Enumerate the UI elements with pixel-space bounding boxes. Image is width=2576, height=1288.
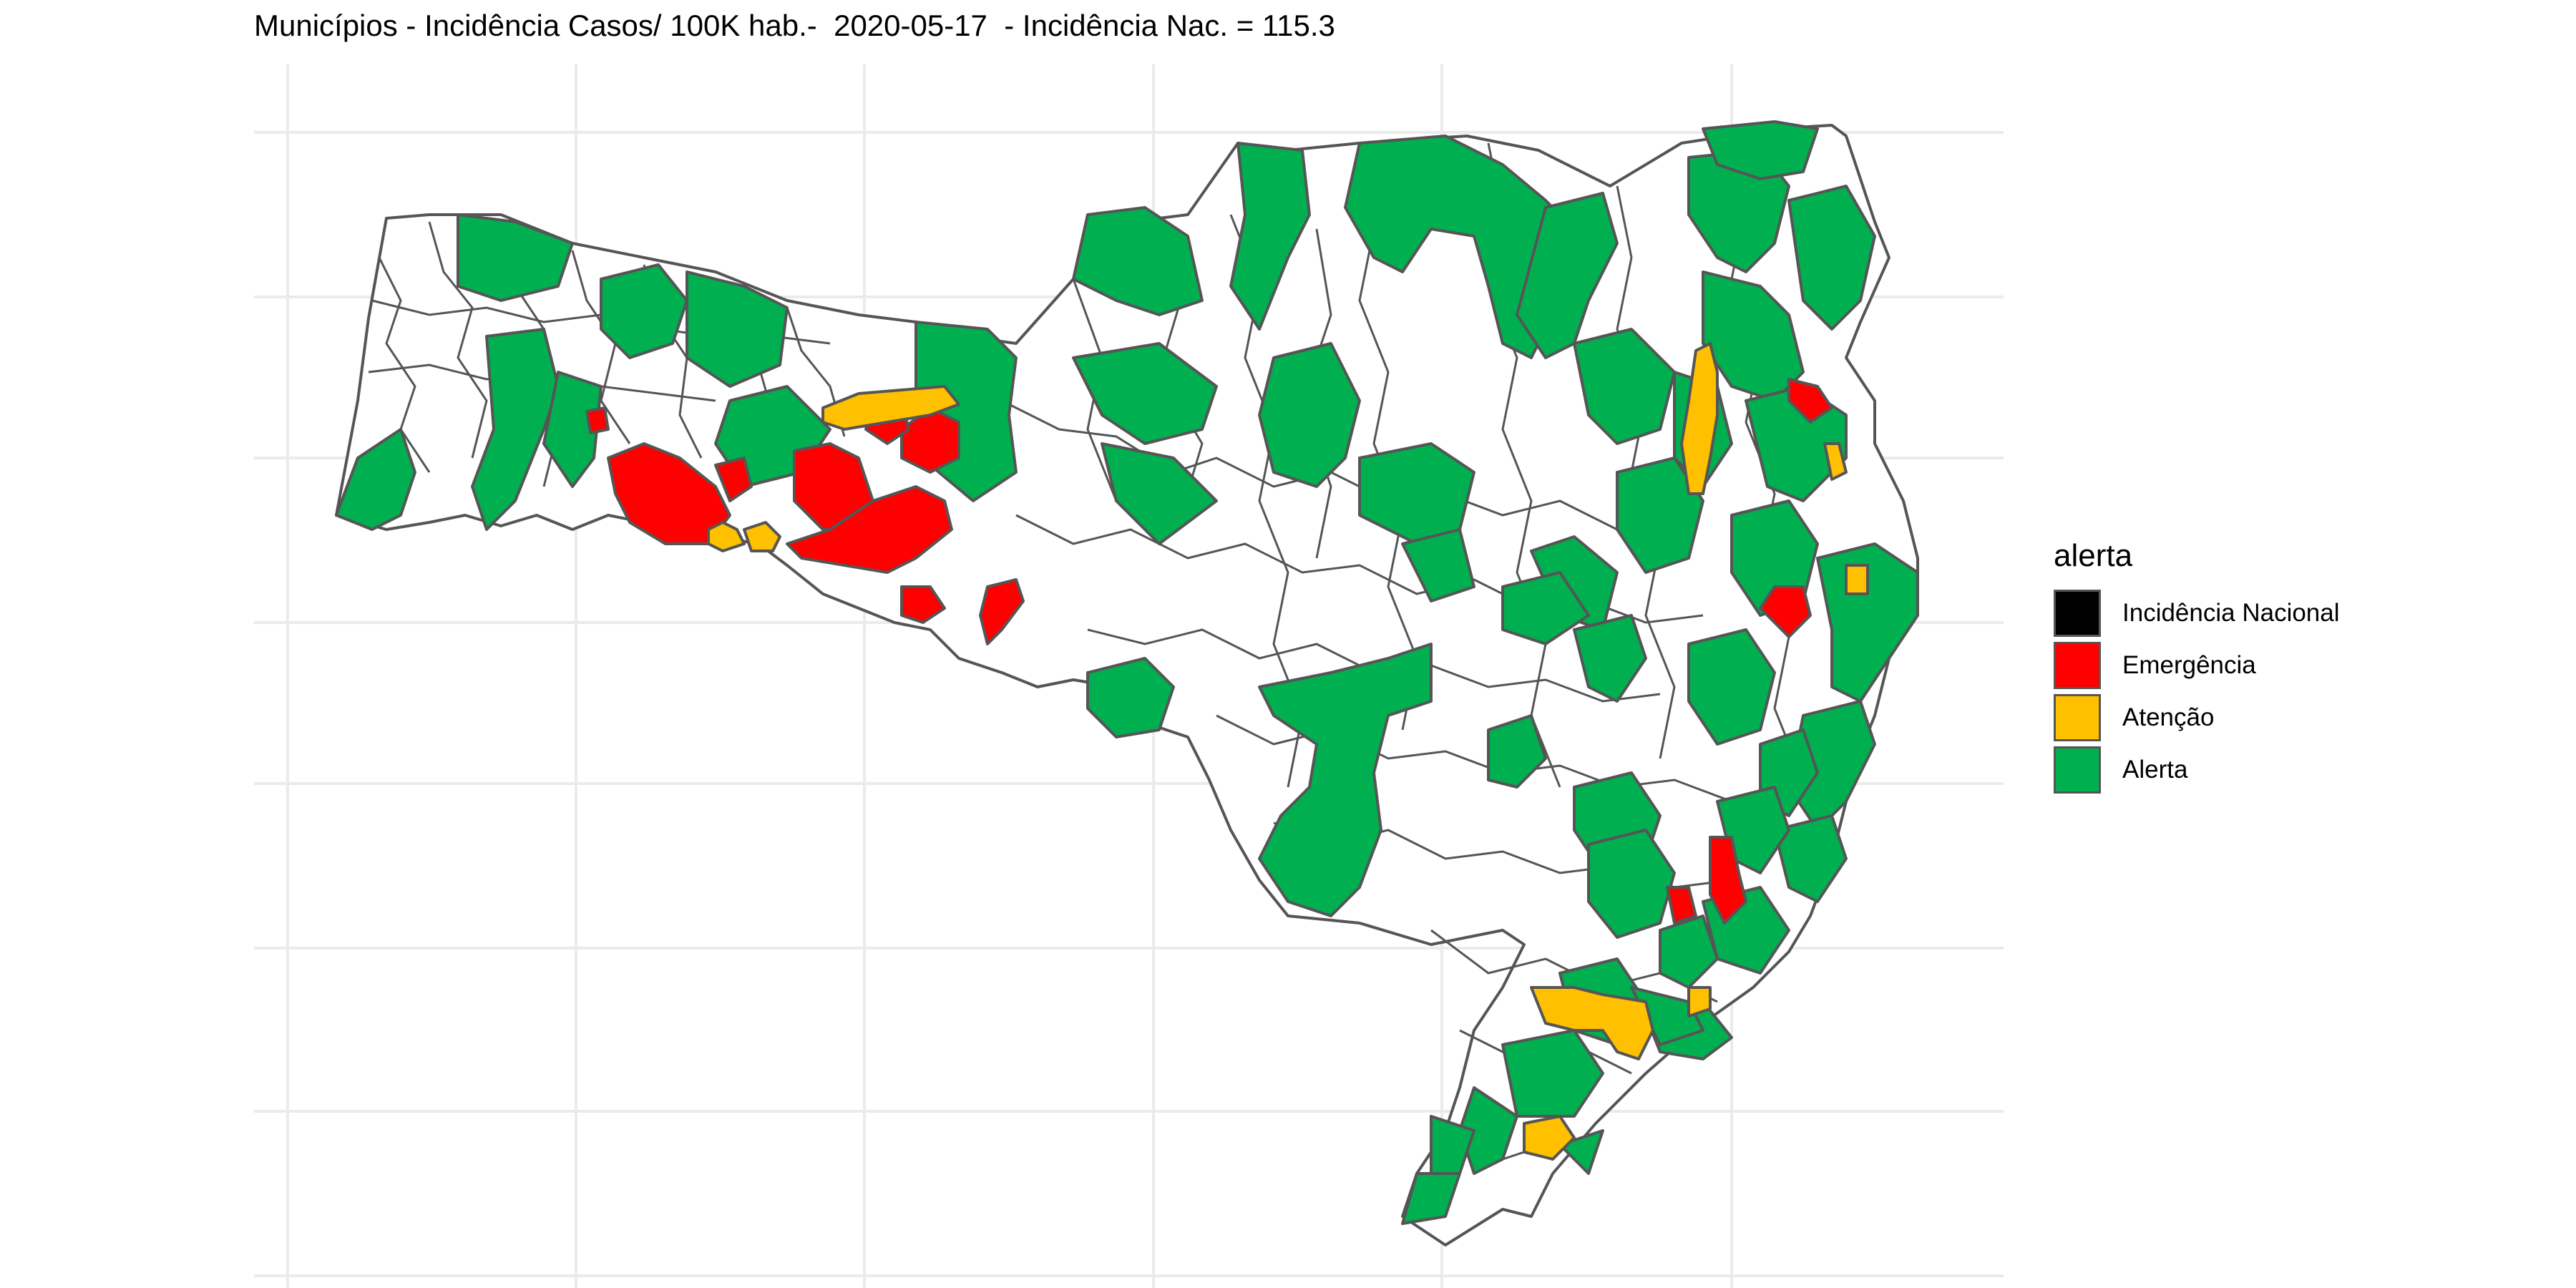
- map-title: Municípios - Incidência Casos/ 100K hab.…: [254, 9, 1335, 42]
- legend-item-atencao: Atenção: [2054, 691, 2340, 743]
- legend-label: Incidência Nacional: [2122, 598, 2340, 627]
- emergencia-municipalities: [585, 378, 1833, 924]
- legend-label: Atenção: [2122, 703, 2215, 731]
- legend-swatch: [2054, 693, 2101, 741]
- legend-title: alerta: [2054, 538, 2133, 573]
- legend-label: Emergência: [2122, 650, 2256, 679]
- legend-item-emergencia: Emergência: [2054, 639, 2340, 691]
- atencao-municipalities: [707, 342, 1869, 1161]
- legend-label: Alerta: [2122, 755, 2188, 784]
- legend-item-incidencia-nacional: Incidência Nacional: [2054, 587, 2340, 639]
- legend-swatch: [2054, 746, 2101, 794]
- legend-swatch: [2054, 589, 2101, 637]
- legend: alerta Incidência Nacional Emergência At…: [2054, 538, 2340, 796]
- legend-swatch: [2054, 641, 2101, 689]
- legend-item-alerta: Alerta: [2054, 743, 2340, 796]
